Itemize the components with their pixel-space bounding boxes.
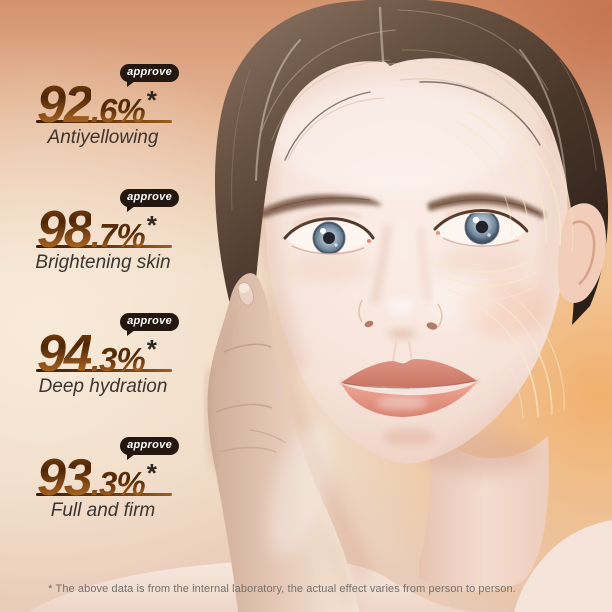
- left-eye: [283, 212, 375, 255]
- hair-streaks: [231, 6, 597, 211]
- stat-underline: [36, 244, 172, 248]
- right-eye: [433, 204, 529, 247]
- stat-value-frac: .6%: [90, 92, 146, 130]
- stat-underline: [36, 368, 172, 372]
- stat-hydration: approve 94.3%* Deep hydration: [17, 311, 189, 398]
- stat-label: Full and firm: [50, 499, 156, 521]
- stat-asterisk: *: [145, 210, 156, 241]
- stat-firmness: approve 93.3%* Full and firm: [17, 435, 189, 522]
- stat-value-int: 98: [37, 201, 93, 260]
- approve-badge-label: approve: [127, 315, 172, 327]
- stat-brightening: approve 98.7%* Brightening skin: [17, 187, 189, 274]
- stat-label: Deep hydration: [38, 375, 168, 397]
- stat-value-frac: .3%: [90, 465, 146, 503]
- disclaimer-footnote: * The above data is from the internal la…: [48, 583, 516, 595]
- stat-value-frac: .3%: [90, 341, 146, 379]
- approve-badge: approve: [120, 63, 179, 87]
- lifting-lines: [321, 62, 574, 419]
- approve-badge-label: approve: [127, 439, 172, 451]
- stat-asterisk: *: [145, 458, 156, 489]
- approve-badge: approve: [120, 312, 179, 336]
- eyebrows: [258, 193, 545, 219]
- stat-asterisk: *: [145, 334, 156, 365]
- stat-asterisk: *: [145, 85, 156, 116]
- stat-value: 94.3%*: [17, 324, 189, 383]
- ear: [557, 203, 606, 303]
- stat-value: 92.6%*: [17, 75, 189, 134]
- stat-value-int: 94: [37, 325, 93, 384]
- stat-label: Brightening skin: [35, 251, 171, 273]
- hand: [205, 273, 373, 612]
- stat-label: Antiyellowing: [47, 126, 159, 148]
- stat-antiyellowing: approve 92.6%* Antiyellowing: [17, 62, 189, 149]
- stat-value-int: 92: [37, 76, 93, 135]
- approve-badge: approve: [120, 436, 179, 460]
- stat-value: 93.3%*: [17, 448, 189, 507]
- stat-underline: [36, 492, 172, 496]
- stat-value-frac: .7%: [90, 217, 146, 255]
- approve-badge-label: approve: [127, 191, 172, 203]
- stat-underline: [36, 119, 172, 123]
- approve-badge: approve: [120, 188, 179, 212]
- stat-value-int: 93: [37, 449, 93, 508]
- approve-badge-label: approve: [127, 66, 172, 78]
- lips: [340, 359, 479, 417]
- stat-value: 98.7%*: [17, 200, 189, 259]
